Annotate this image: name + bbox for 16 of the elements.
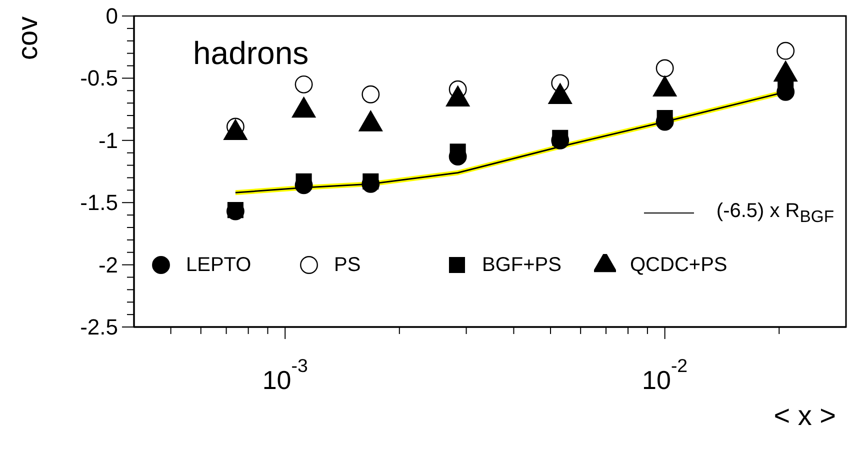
x-tick-label: 10$^{-2}$ xyxy=(642,354,688,395)
y-tick-label: -1.5 xyxy=(80,190,118,216)
legend-label: LEPTO xyxy=(186,254,252,276)
y-axis-title: cov xyxy=(12,16,44,60)
text: hadrons xyxy=(193,35,309,72)
y-tick-label: -0.5 xyxy=(80,66,118,91)
legend-label: QCDC+PS xyxy=(630,254,728,276)
y-tick-label: -1 xyxy=(98,128,118,153)
legend-label: (-6.5) x R$_{BGF}$ xyxy=(716,200,834,226)
x-axis-title: < x > xyxy=(774,400,836,432)
y-tick-label: -2 xyxy=(98,252,118,278)
legend-label: PS xyxy=(334,254,361,276)
y-tick-label: -2.5 xyxy=(80,314,118,340)
y-tick-label: 0 xyxy=(106,4,118,28)
legend-label: BGF+PS xyxy=(482,254,562,276)
x-tick-label: 10$^{-3}$ xyxy=(262,354,308,395)
